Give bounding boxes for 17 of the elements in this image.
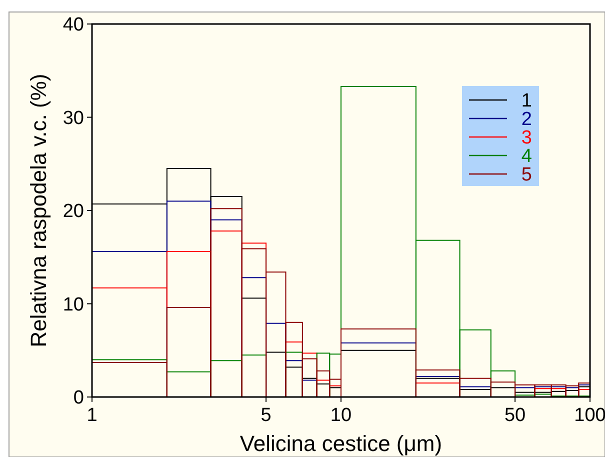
y-tick-label: 20: [62, 201, 84, 222]
y-tick-label: 40: [62, 14, 84, 36]
legend-label: 5: [521, 164, 532, 186]
x-axis-title: Velicina cestice (μm): [240, 431, 442, 456]
legend-label: 3: [521, 128, 532, 149]
x-tick-label: 10: [330, 405, 352, 426]
x-tick-label: 100: [574, 405, 605, 426]
x-tick-label: 5: [260, 405, 272, 426]
legend-label: 2: [521, 109, 532, 130]
y-tick-label: 30: [62, 108, 84, 129]
legend-label: 4: [521, 146, 532, 168]
x-tick-label: 1: [86, 405, 98, 426]
y-tick-label: 0: [73, 388, 84, 409]
x-tick-label: 50: [504, 405, 526, 426]
legend-label: 1: [521, 90, 532, 112]
y-axis-title: Relativna raspodela v.c. (%): [26, 74, 51, 348]
y-tick-label: 10: [62, 294, 84, 316]
